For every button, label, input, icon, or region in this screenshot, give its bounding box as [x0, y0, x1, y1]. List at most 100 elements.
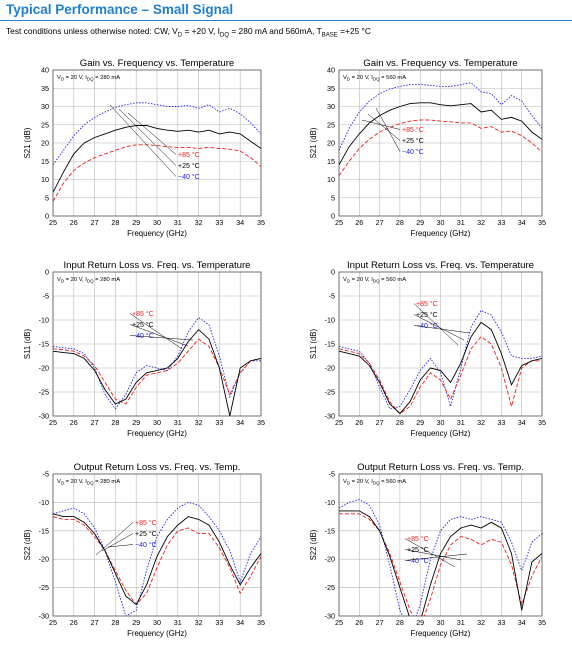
y-tick-label: 0	[45, 268, 49, 277]
legend-label: +25 °C	[135, 530, 157, 538]
legend-label: −40 °C	[132, 332, 154, 340]
series-line	[53, 102, 261, 166]
plot-frame	[338, 473, 543, 617]
y-tick-label: 40	[41, 66, 49, 75]
y-tick-label: -25	[325, 388, 335, 397]
plot-frame	[338, 271, 543, 417]
y-tick-label: 25	[327, 120, 335, 129]
y-tick-label: -25	[39, 388, 49, 397]
x-tick-label: 31	[174, 618, 182, 627]
x-tick-label: 33	[215, 618, 223, 627]
y-tick-label: -25	[39, 583, 49, 592]
chart-title: Gain vs. Frequency vs. Temperature	[80, 58, 234, 69]
x-tick-label: 29	[132, 218, 140, 227]
y-tick-label: -30	[39, 412, 49, 421]
series-line	[53, 316, 261, 410]
legend-label: +25 °C	[402, 137, 424, 145]
legend-leader	[404, 549, 462, 561]
y-tick-label: -15	[39, 526, 49, 535]
x-tick-label: 29	[132, 618, 140, 627]
x-tick-label: 29	[132, 418, 140, 427]
chart-4: 25 26 27 28 29 30 31 32 33 34 35 0 -5 -10 -15 -20 -25 -30…	[309, 260, 546, 438]
x-tick-label: 27	[376, 418, 384, 427]
series-line	[53, 501, 261, 616]
conditions-part: = 280 mA and 560mA, T	[229, 26, 322, 36]
series-line	[53, 516, 261, 606]
y-tick-label: -25	[325, 583, 335, 592]
y-tick-label: 0	[331, 212, 335, 221]
y-tick-label: -15	[39, 340, 49, 349]
y-tick-label: 5	[331, 193, 335, 202]
y-tick-label: 25	[41, 120, 49, 129]
series-line	[53, 513, 261, 606]
series-line	[339, 336, 542, 415]
series-line	[339, 102, 542, 166]
legend-label: −40 °C	[407, 557, 429, 565]
plot-frame	[52, 69, 262, 217]
x-tick-label: 31	[457, 618, 465, 627]
x-tick-label: 30	[153, 418, 161, 427]
series-line	[53, 144, 261, 202]
y-tick-label: -15	[325, 526, 335, 535]
conditions-part: =+25 °C	[337, 26, 371, 36]
y-tick-label: -20	[325, 364, 335, 373]
x-tick-label: 26	[355, 618, 363, 627]
y-tick-label: 15	[327, 157, 335, 166]
x-tick-label: 32	[477, 218, 485, 227]
legend-leader	[109, 104, 177, 177]
chart-title: Input Return Loss vs. Freq. vs. Temperat…	[64, 260, 251, 271]
x-tick-label: 28	[396, 218, 404, 227]
legend-leader	[101, 533, 134, 552]
legend-label: −40 °C	[402, 148, 424, 156]
x-tick-label: 26	[70, 618, 78, 627]
legend-leader	[404, 553, 468, 561]
y-tick-label: -30	[325, 612, 335, 621]
y-tick-label: -20	[39, 555, 49, 564]
series-line	[339, 510, 542, 616]
chart-title: Gain vs. Frequency vs. Temperature	[363, 58, 517, 69]
y-tick-label: 35	[327, 84, 335, 93]
x-tick-label: 26	[70, 218, 78, 227]
x-tick-label: 34	[236, 218, 244, 227]
y-tick-label: 35	[41, 84, 49, 93]
x-tick-label: 27	[376, 218, 384, 227]
x-tick-label: 35	[257, 618, 265, 627]
legend-label: +25 °C	[178, 162, 200, 170]
x-tick-label: 26	[355, 218, 363, 227]
series-line	[339, 82, 542, 151]
series-line	[53, 338, 261, 405]
series-line	[53, 125, 261, 193]
x-tick-label: 34	[518, 218, 526, 227]
chart-5: 25 26 27 28 29 30 31 32 33 34 35 -5 -10 -15 -20 -25 -30 O…	[23, 462, 265, 638]
page-title: Typical Performance – Small Signal	[6, 2, 234, 17]
y-tick-label: 5	[45, 193, 49, 202]
chart-title: Input Return Loss vs. Freq. vs. Temperat…	[347, 260, 534, 271]
conditions-sub: BASE	[321, 32, 338, 39]
x-axis-label: Frequency (GHz)	[411, 229, 471, 238]
x-tick-label: 35	[538, 218, 546, 227]
legend-leader	[118, 108, 177, 166]
x-tick-label: 32	[477, 418, 485, 427]
legend-leader	[413, 314, 465, 341]
x-tick-label: 28	[111, 618, 119, 627]
legend-leader	[367, 113, 401, 141]
x-tick-label: 31	[174, 418, 182, 427]
y-tick-label: -20	[39, 364, 49, 373]
y-tick-label: 0	[45, 212, 49, 221]
legend-leader	[107, 544, 134, 548]
y-tick-label: -10	[39, 498, 49, 507]
condition-label: VD = 20 V, IDQ = 280 mA	[57, 479, 120, 486]
x-tick-label: 29	[416, 618, 424, 627]
legend-label: +25 °C	[416, 311, 438, 319]
x-tick-label: 25	[49, 218, 57, 227]
condition-label: VD = 20 V, IDQ = 280 mA	[57, 277, 120, 284]
conditions-part: = +20 V, I	[182, 26, 220, 36]
x-tick-label: 27	[376, 618, 384, 627]
test-conditions: Test conditions unless otherwise noted: …	[6, 26, 371, 39]
x-tick-label: 30	[153, 618, 161, 627]
x-tick-label: 30	[437, 418, 445, 427]
legend-label: −40 °C	[135, 541, 157, 549]
x-axis-label: Frequency (GHz)	[411, 429, 471, 438]
x-tick-label: 31	[457, 218, 465, 227]
y-tick-label: 30	[327, 102, 335, 111]
